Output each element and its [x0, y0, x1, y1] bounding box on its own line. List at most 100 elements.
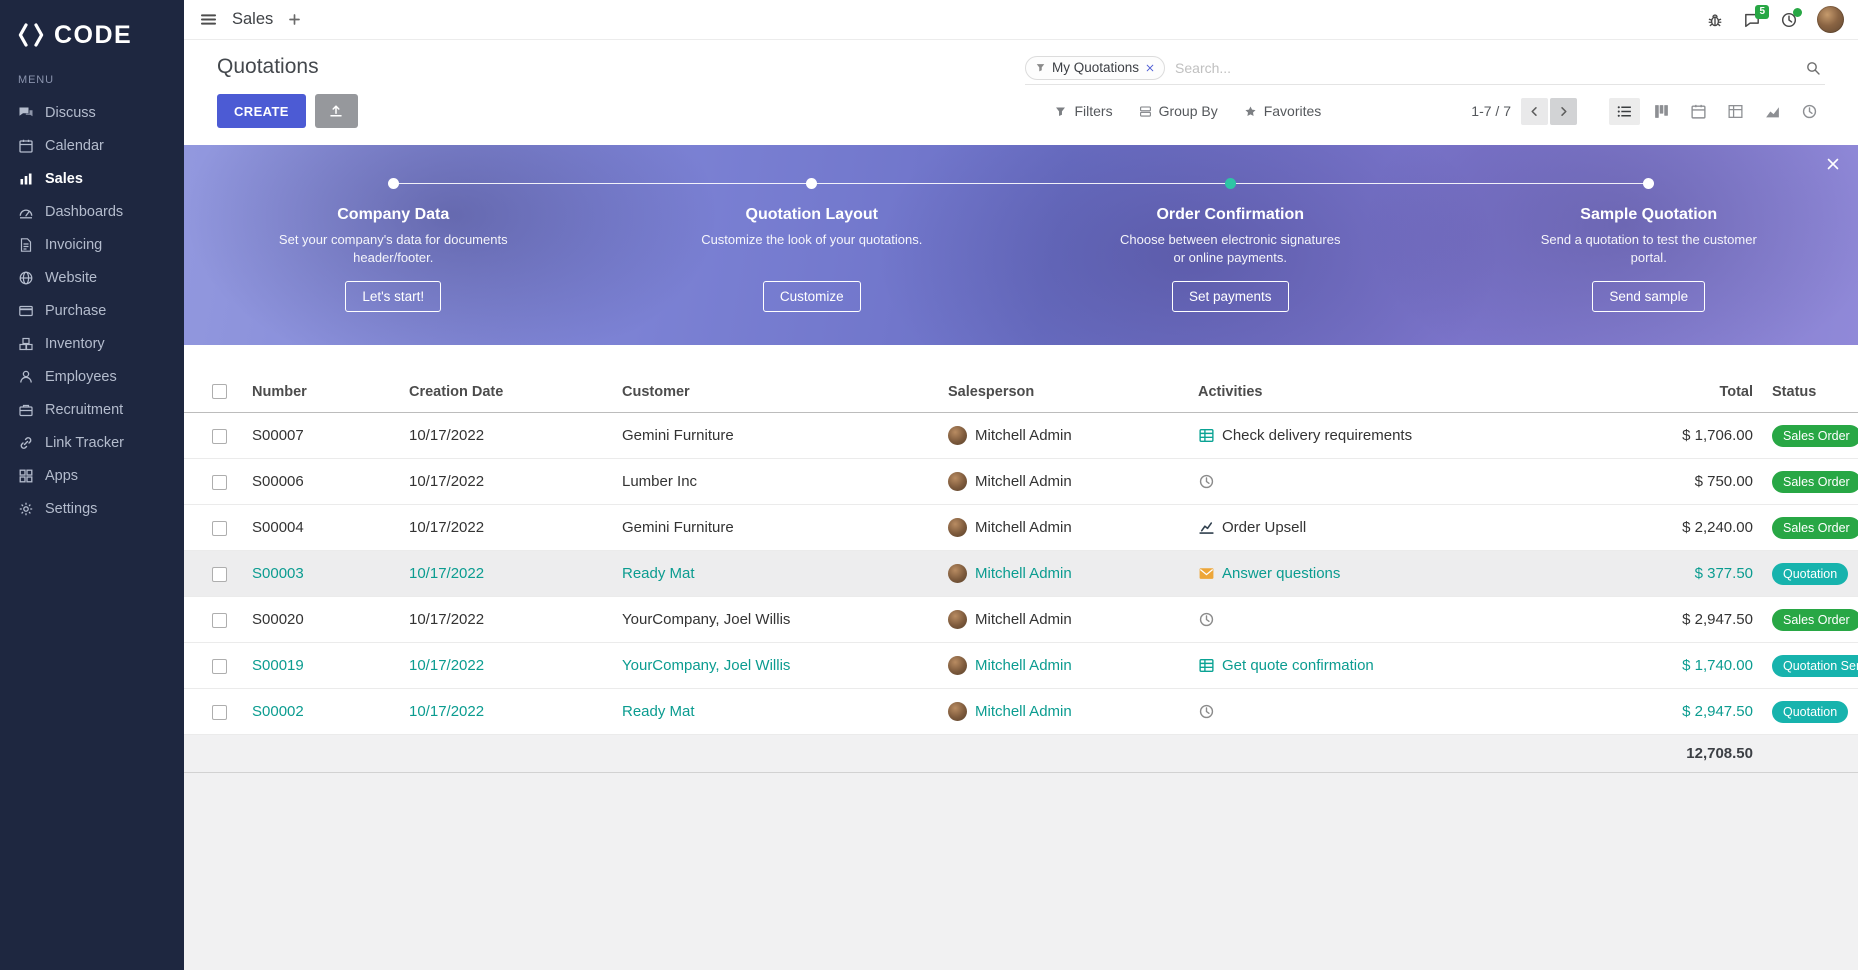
list-view-button[interactable] — [1609, 97, 1640, 125]
column-header-status[interactable]: Status — [1772, 383, 1817, 400]
favorites-button[interactable]: Favorites — [1244, 103, 1321, 119]
sidebar-item-employees[interactable]: Employees — [0, 360, 184, 393]
sidebar-item-inventory[interactable]: Inventory — [0, 327, 184, 360]
activity-clock-icon — [1780, 11, 1798, 29]
control-panel: Quotations My Quotations CREATE — [184, 40, 1858, 145]
cell-total: $ 1,706.00 — [1682, 427, 1753, 444]
activity-view-button[interactable] — [1794, 98, 1825, 125]
row-checkbox[interactable] — [212, 612, 227, 628]
table-row[interactable]: S00020 10/17/2022 YourCompany, Joel Will… — [184, 597, 1858, 643]
recruitment-icon — [18, 402, 34, 418]
cell-creation-date: 10/17/2022 — [409, 519, 485, 536]
sidebar-item-purchase[interactable]: Purchase — [0, 294, 184, 327]
step-action-button[interactable]: Let's start! — [345, 281, 442, 312]
spreadsheet-icon[interactable] — [1198, 657, 1215, 674]
spreadsheet-icon[interactable] — [1198, 427, 1215, 444]
table-row[interactable]: S00002 10/17/2022 Ready Mat Mitchell Adm… — [184, 689, 1858, 735]
clock-plus-icon[interactable] — [1198, 611, 1215, 628]
banner-close-icon[interactable] — [1825, 156, 1841, 172]
create-button[interactable]: CREATE — [217, 94, 306, 128]
sidebar-item-calendar[interactable]: Calendar — [0, 129, 184, 162]
pivot-view-button[interactable] — [1720, 98, 1751, 125]
import-button[interactable] — [314, 94, 358, 128]
salesperson-avatar — [948, 426, 967, 445]
onboarding-step: Company Data Set your company's data for… — [184, 178, 603, 312]
chart-icon[interactable] — [1198, 519, 1215, 536]
notification-badge: 5 — [1755, 4, 1769, 19]
step-dot — [1224, 178, 1236, 189]
cell-customer: YourCompany, Joel Willis — [622, 657, 791, 674]
bug-button[interactable] — [1706, 11, 1724, 29]
row-checkbox[interactable] — [212, 428, 227, 444]
column-header-salesperson[interactable]: Salesperson — [948, 383, 1035, 400]
plus-icon[interactable] — [287, 12, 302, 27]
step-action-button[interactable]: Customize — [762, 281, 861, 312]
cell-creation-date: 10/17/2022 — [409, 565, 485, 582]
chevron-right-icon — [1557, 105, 1570, 118]
step-description: Send a quotation to test the customer po… — [1540, 232, 1757, 266]
step-action-button[interactable]: Set payments — [1171, 281, 1289, 312]
salesperson-name: Mitchell Admin — [975, 703, 1072, 720]
calendar-icon — [18, 138, 34, 154]
search-input[interactable] — [1165, 59, 1805, 76]
sidebar-item-label: Invoicing — [45, 236, 103, 253]
cell-total: $ 1,740.00 — [1682, 657, 1753, 674]
chat-button[interactable]: 5 — [1743, 4, 1769, 29]
column-header-creation-date[interactable]: Creation Date — [409, 383, 504, 400]
group-by-button[interactable]: Group By — [1139, 103, 1218, 119]
apps-icon — [18, 468, 34, 484]
sidebar-item-dashboards[interactable]: Dashboards — [0, 195, 184, 228]
filters-button[interactable]: Filters — [1054, 103, 1113, 119]
salesperson-name: Mitchell Admin — [975, 519, 1072, 536]
inventory-icon — [18, 336, 34, 352]
clock-plus-icon[interactable] — [1198, 473, 1215, 490]
kanban-view-button[interactable] — [1646, 98, 1677, 125]
envelope-icon[interactable] — [1198, 565, 1215, 582]
activity-label: Check delivery requirements — [1222, 427, 1413, 444]
pager-previous-button[interactable] — [1521, 97, 1548, 125]
table-row[interactable]: S00003 10/17/2022 Ready Mat Mitchell Adm… — [184, 551, 1858, 597]
sidebar-item-sales[interactable]: Sales — [0, 162, 184, 195]
sidebar-item-discuss[interactable]: Discuss — [0, 96, 184, 129]
row-checkbox[interactable] — [212, 704, 227, 720]
column-header-customer[interactable]: Customer — [622, 383, 690, 400]
pager-next-button[interactable] — [1550, 97, 1577, 125]
column-header-total[interactable]: Total — [1719, 383, 1753, 400]
menu-icon[interactable] — [199, 10, 218, 29]
step-dot — [806, 178, 818, 189]
main-area: Sales 5 Quotations My Quotations — [184, 0, 1858, 970]
column-header-activities[interactable]: Activities — [1198, 383, 1263, 400]
clock-plus-icon[interactable] — [1198, 703, 1215, 720]
facet-remove-icon[interactable] — [1145, 63, 1155, 73]
row-checkbox[interactable] — [212, 658, 227, 674]
graph-view-button[interactable] — [1757, 98, 1788, 125]
search-icon[interactable] — [1805, 60, 1821, 76]
table-row[interactable]: S00004 10/17/2022 Gemini Furniture Mitch… — [184, 505, 1858, 551]
user-avatar[interactable] — [1817, 6, 1844, 33]
table-row[interactable]: S00006 10/17/2022 Lumber Inc Mitchell Ad… — [184, 459, 1858, 505]
table-row[interactable]: S00019 10/17/2022 YourCompany, Joel Will… — [184, 643, 1858, 689]
sidebar-item-settings[interactable]: Settings — [0, 492, 184, 525]
logo-icon — [16, 20, 46, 50]
sidebar-item-link-tracker[interactable]: Link Tracker — [0, 426, 184, 459]
sidebar-item-label: Recruitment — [45, 401, 124, 418]
status-badge: Quotation — [1772, 700, 1849, 723]
row-checkbox[interactable] — [212, 474, 227, 490]
table-row[interactable]: S00007 10/17/2022 Gemini Furniture Mitch… — [184, 413, 1858, 459]
row-checkbox[interactable] — [212, 566, 227, 582]
column-header-number[interactable]: Number — [252, 383, 307, 400]
sidebar-item-label: Settings — [45, 500, 98, 517]
sidebar-item-apps[interactable]: Apps — [0, 459, 184, 492]
brand-logo[interactable]: CODE — [0, 0, 184, 74]
row-checkbox[interactable] — [212, 520, 227, 536]
activity-clock-button[interactable] — [1780, 7, 1802, 29]
calendar-view-button[interactable] — [1683, 98, 1714, 125]
sidebar-item-invoicing[interactable]: Invoicing — [0, 228, 184, 261]
select-all-checkbox[interactable] — [212, 384, 227, 400]
sidebar-menu: Discuss Calendar Sales Dashboards Invoic… — [0, 96, 184, 525]
breadcrumb-app-name[interactable]: Sales — [232, 10, 274, 28]
sidebar-item-recruitment[interactable]: Recruitment — [0, 393, 184, 426]
step-action-button[interactable]: Send sample — [1592, 281, 1706, 312]
sidebar-item-website[interactable]: Website — [0, 261, 184, 294]
